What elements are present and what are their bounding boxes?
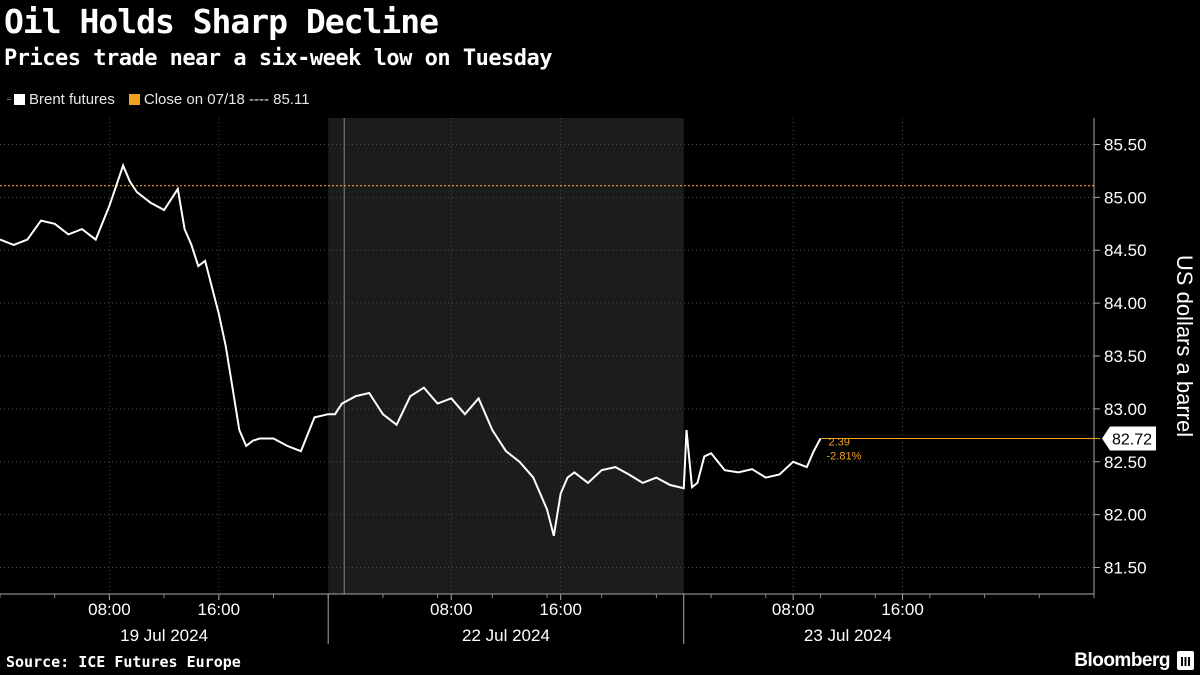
bloomberg-logo: Bloomberg [1074, 650, 1170, 671]
x-axis-ticks: 08:00 16:00 08:00 16:00 08:00 16:00 19 Jul 202… [0, 594, 1095, 645]
x-tick-label: 16:00 [881, 600, 924, 619]
x-tick-label: 08:00 [88, 600, 131, 619]
y-tick-label: 83.50 [1104, 347, 1147, 366]
x-date-label: 23 Jul 2024 [804, 626, 892, 645]
legend-swatch-brent [14, 94, 25, 105]
legend-label-close: Close on 07/18 ---- 85.11 [143, 91, 310, 108]
y-tick-label: 82.00 [1104, 506, 1147, 525]
legend-label-brent: Brent futures [29, 91, 115, 108]
y-tick-label: 84.50 [1104, 241, 1147, 260]
source-note: Source: ICE Futures Europe [6, 653, 241, 671]
y-axis-ticks: 81.50 82.00 82.50 83.00 83.50 84.00 84.50 85.00… [1094, 135, 1147, 578]
y-tick-label: 82.50 [1104, 453, 1147, 472]
y-axis-label: US dollars a barrel [1172, 255, 1197, 437]
brent-futures-line [0, 162, 822, 537]
x-tick-label: 08:00 [772, 600, 815, 619]
legend: ⍨ Brent futures Close on 07/18 ---- 85.1… [6, 91, 324, 108]
y-tick-label: 84.00 [1104, 294, 1147, 313]
x-tick-label: 16:00 [198, 600, 241, 619]
last-value-label: 82.72 [1112, 432, 1152, 449]
line-marker-icon: ⍨ [6, 94, 12, 105]
chart-subtitle: Prices trade near a six-week low on Tues… [4, 46, 553, 71]
x-tick-label: 16:00 [539, 600, 582, 619]
legend-item-close: Close on 07/18 ---- 85.11 [128, 91, 310, 108]
x-tick-label: 08:00 [430, 600, 473, 619]
last-value-tag [1102, 426, 1156, 451]
legend-item-brent: ⍨ Brent futures [6, 91, 115, 108]
x-date-label: 22 Jul 2024 [462, 626, 550, 645]
y-tick-label: 85.00 [1104, 188, 1147, 207]
chart-title: Oil Holds Sharp Decline [4, 2, 439, 41]
bloomberg-terminal-icon [1177, 651, 1194, 670]
y-tick-label: 81.50 [1104, 559, 1147, 578]
y-tick-label: 85.50 [1104, 135, 1147, 154]
y-tick-label: 83.00 [1104, 400, 1147, 419]
x-gridlines [108, 118, 904, 594]
change-percent-label: -2.81% [827, 451, 862, 463]
change-absolute-label: 2.39 [829, 437, 850, 449]
legend-swatch-close [128, 94, 140, 105]
weekend-shade-region [328, 118, 684, 594]
x-date-label: 19 Jul 2024 [120, 626, 208, 645]
